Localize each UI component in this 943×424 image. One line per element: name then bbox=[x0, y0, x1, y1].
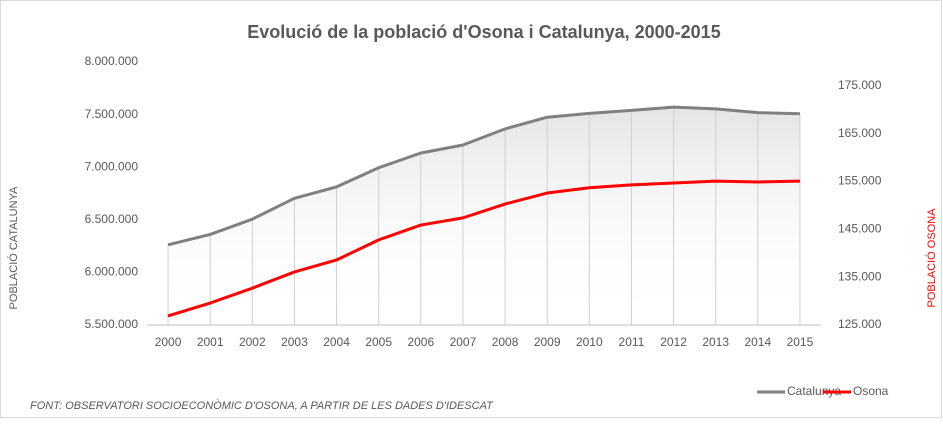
x-tick-label: 2002 bbox=[239, 335, 266, 349]
y-tick-label: 6.500.000 bbox=[85, 212, 139, 226]
y-tick-label: 7.000.000 bbox=[85, 159, 139, 173]
x-tick-label: 2010 bbox=[576, 335, 603, 349]
y2-tick-label: 155.000 bbox=[838, 174, 882, 188]
x-tick-label: 2007 bbox=[450, 335, 477, 349]
x-tick-label: 2004 bbox=[323, 335, 350, 349]
x-tick-label: 2014 bbox=[744, 335, 771, 349]
legend-label: Catalunya bbox=[787, 384, 841, 398]
x-tick-label: 2005 bbox=[365, 335, 392, 349]
y2-tick-label: 125.000 bbox=[838, 317, 882, 331]
y2-tick-label: 145.000 bbox=[838, 222, 882, 236]
x-tick-label: 2001 bbox=[197, 335, 224, 349]
x-tick-label: 2008 bbox=[492, 335, 519, 349]
x-tick-label: 2011 bbox=[619, 335, 645, 349]
y2-tick-label: 135.000 bbox=[838, 269, 882, 283]
y-tick-label: 8.000.000 bbox=[85, 54, 139, 68]
x-tick-label: 2015 bbox=[787, 335, 814, 349]
series-line bbox=[167, 179, 800, 318]
series-line bbox=[167, 105, 800, 247]
x-tick-label: 2013 bbox=[702, 335, 729, 349]
chart-title: Evolució de la població d'Osona i Catalu… bbox=[247, 22, 720, 42]
legend-label: Osona bbox=[853, 384, 889, 398]
x-tick-label: 2000 bbox=[155, 335, 182, 349]
y-tick-label: 6.000.000 bbox=[85, 265, 139, 279]
x-tick-label: 2012 bbox=[660, 335, 687, 349]
y2-tick-label: 165.000 bbox=[838, 126, 882, 140]
y-axis-label: POBLACIÓ CATALUNYA bbox=[7, 186, 20, 310]
y-tick-label: 5.500.000 bbox=[85, 317, 139, 331]
source-note: FONT: OBSERVATORI SOCIOECONÒMIC D'OSONA,… bbox=[30, 399, 494, 412]
y-tick-label: 7.500.000 bbox=[85, 107, 139, 121]
area-fill bbox=[168, 107, 800, 325]
x-tick-label: 2006 bbox=[407, 335, 434, 349]
x-tick-label: 2003 bbox=[281, 335, 308, 349]
x-tick-label: 2009 bbox=[534, 335, 561, 349]
y2-tick-label: 175.000 bbox=[838, 78, 882, 92]
y2-axis-label: POBLACIÓ OSONA bbox=[925, 208, 938, 308]
